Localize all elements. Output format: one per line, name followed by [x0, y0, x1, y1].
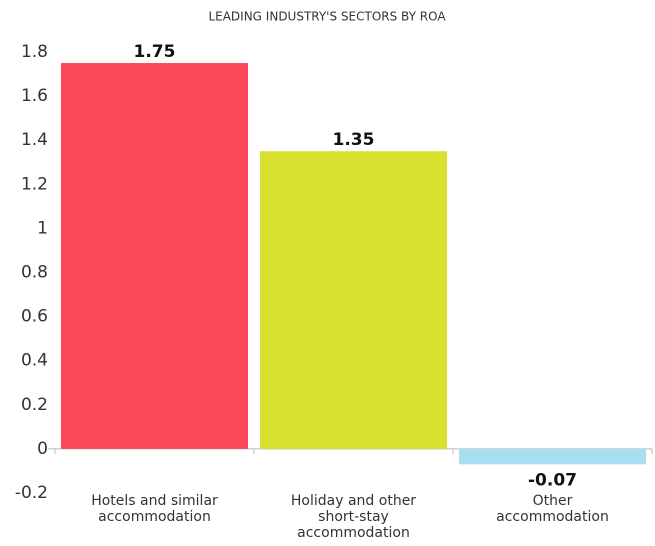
- chart-title: LEADING INDUSTRY'S SECTORS BY ROA: [208, 10, 446, 24]
- bar: [458, 448, 647, 465]
- bar: [60, 63, 249, 449]
- x-tick-label: Other accommodation: [496, 493, 609, 525]
- y-tick-label: 0: [37, 439, 48, 459]
- y-tick-label: 0.2: [21, 395, 48, 415]
- y-tick-label: 1.2: [21, 174, 48, 194]
- y-tick-label: 1: [37, 218, 48, 238]
- y-tick-label: 1.6: [21, 86, 48, 106]
- y-tick-label: 0.6: [21, 307, 48, 327]
- y-tick-label: 0.4: [21, 351, 48, 371]
- value-label: 1.75: [134, 42, 176, 62]
- y-tick-label: -0.2: [15, 483, 48, 503]
- y-tick-label: 1.4: [21, 130, 48, 150]
- y-tick-label: 1.8: [21, 42, 48, 62]
- bar: [259, 151, 448, 449]
- x-tick-label: Holiday and other short-stay accommodati…: [290, 493, 417, 541]
- y-tick-label: 0.8: [21, 263, 48, 283]
- value-label: -0.07: [528, 470, 577, 490]
- value-label: 1.35: [333, 130, 375, 150]
- x-tick-label: Hotels and similar accommodation: [91, 493, 218, 525]
